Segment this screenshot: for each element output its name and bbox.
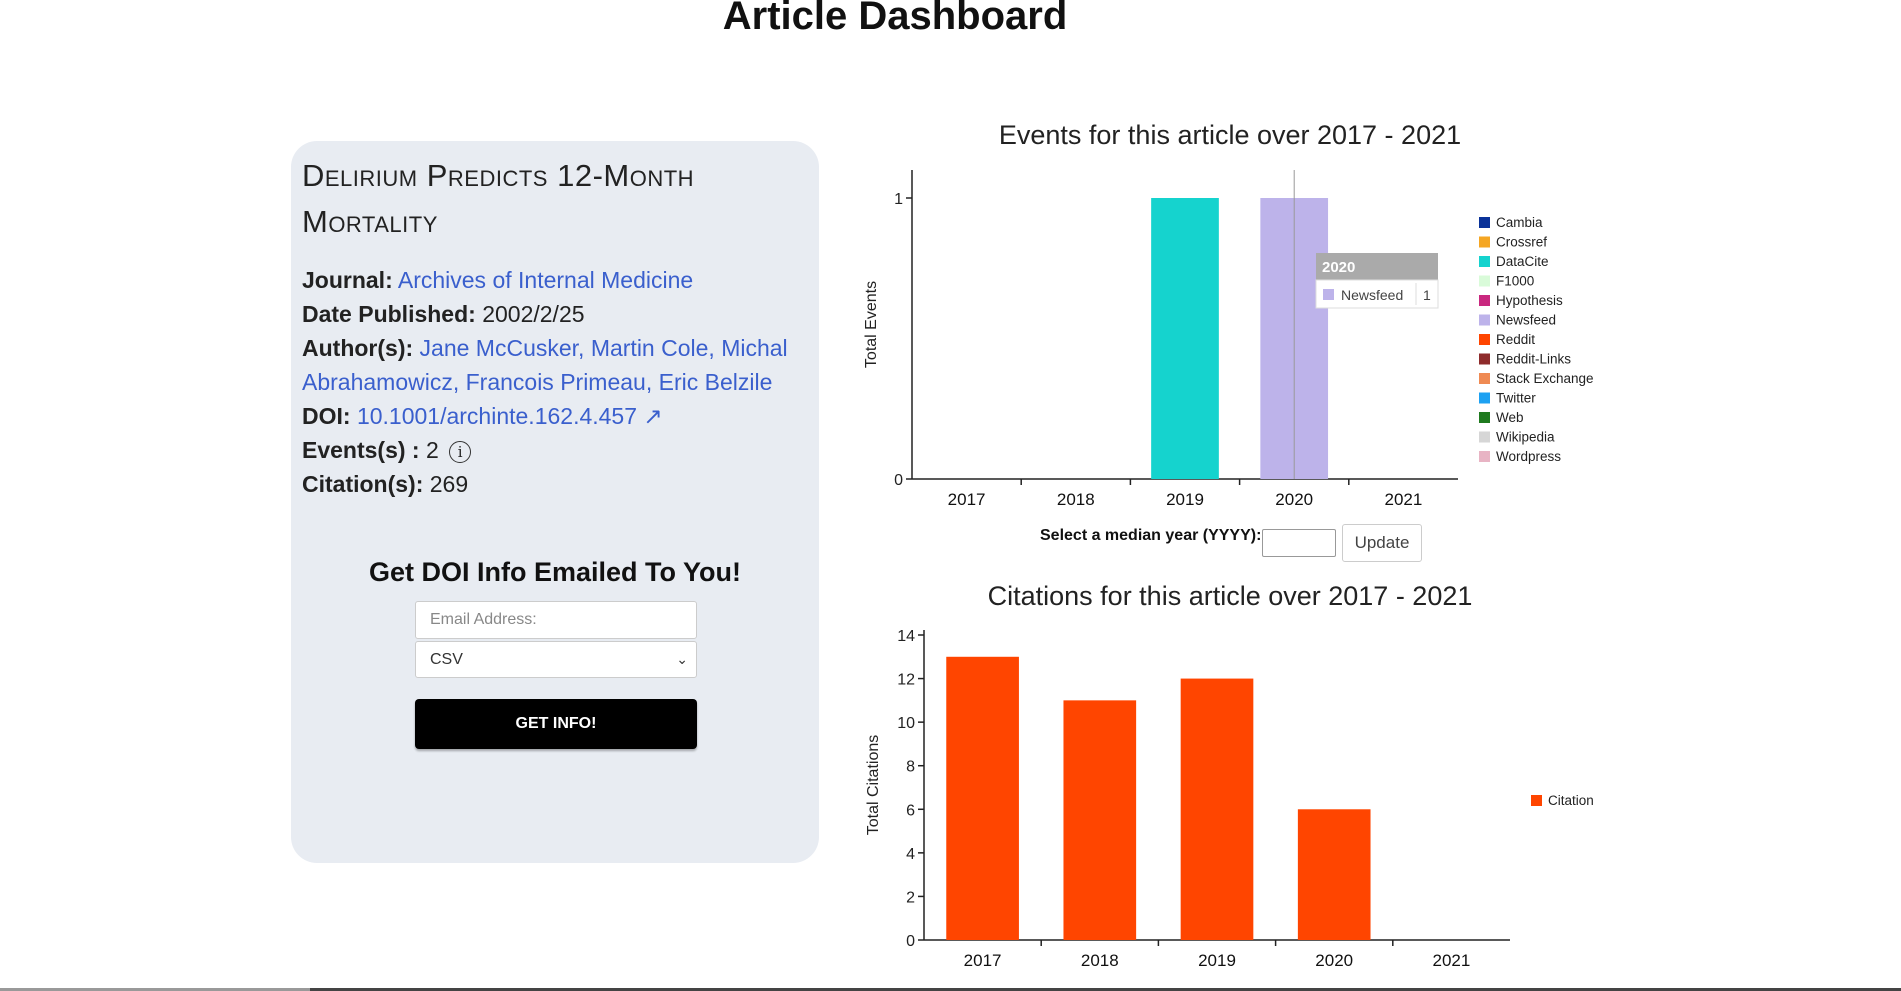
legend-entry: Stack Exchange <box>1496 371 1594 386</box>
y-tick-label: 10 <box>897 715 915 732</box>
median-year-input[interactable] <box>1262 529 1336 557</box>
date-label: Date Published: <box>302 301 476 327</box>
legend-entry: Crossref <box>1496 235 1547 250</box>
y-axis-label: Total Events <box>863 281 880 368</box>
email-input[interactable] <box>415 601 697 639</box>
legend-entry: Wordpress <box>1496 449 1561 464</box>
legend-swatch <box>1479 217 1490 228</box>
bar-citation-2019 <box>1180 678 1254 940</box>
x-tick-label: 2018 <box>1057 490 1095 509</box>
x-tick-label: 2019 <box>1198 951 1236 970</box>
tooltip-body <box>1315 279 1439 309</box>
y-tick-label: 8 <box>906 759 915 776</box>
legend-entry: Wikipedia <box>1496 430 1555 445</box>
article-info-card: Delirium Predicts 12-Month Mortality Jou… <box>291 141 819 863</box>
legend-swatch <box>1479 334 1490 345</box>
legend-swatch <box>1479 256 1490 267</box>
median-year-label: Select a median year (YYYY): <box>1040 527 1262 544</box>
journal-label: Journal: <box>302 267 393 293</box>
date-value: 2002/2/25 <box>482 301 585 327</box>
tooltip-value: 1 <box>1423 287 1431 303</box>
bar-citation-2017 <box>946 656 1019 940</box>
info-icon[interactable]: i <box>449 440 472 463</box>
bar-citation-2020 <box>1297 809 1371 940</box>
authors-link[interactable]: Jane McCusker, Martin Cole, Michal Abrah… <box>302 335 788 395</box>
y-tick-label: 12 <box>897 672 915 689</box>
doi-label: DOI: <box>302 403 351 429</box>
legend-entry: Newsfeed <box>1496 313 1556 328</box>
y-tick-label: 2 <box>906 889 915 906</box>
journal-row: Journal: Archives of Internal Medicine <box>302 263 809 297</box>
legend-swatch <box>1479 451 1490 462</box>
page-title: Article Dashboard <box>722 0 1068 38</box>
date-row: Date Published: 2002/2/25 <box>302 297 809 331</box>
window-bottom-border <box>0 988 1901 991</box>
doi-row: DOI: 10.1001/archinte.162.4.457 ↗ <box>302 399 809 433</box>
citations-row: Citation(s): 269 <box>302 467 809 501</box>
legend-swatch <box>1531 795 1542 806</box>
legend-swatch <box>1479 295 1490 306</box>
legend-entry: Reddit <box>1496 332 1535 347</box>
x-tick-label: 2020 <box>1275 490 1313 509</box>
y-axis-label: Total Citations <box>865 735 882 836</box>
legend-swatch <box>1479 431 1490 443</box>
bar-citation-2018 <box>1063 700 1137 940</box>
events-row: Events(s) : 2 i <box>302 433 809 467</box>
legend-entry: F1000 <box>1496 274 1534 289</box>
y-tick-label: 4 <box>906 846 915 863</box>
legend-entry: Cambia <box>1496 215 1543 230</box>
journal-link[interactable]: Archives of Internal Medicine <box>397 267 694 293</box>
citations-label: Citation(s): <box>302 471 424 497</box>
tooltip-header-bg <box>1316 253 1438 280</box>
legend-entry: DataCite <box>1496 254 1549 269</box>
x-tick-label: 2019 <box>1166 490 1204 509</box>
legend-entry: Citation <box>1548 793 1594 808</box>
x-tick-label: 2021 <box>1384 490 1422 509</box>
citations-chart-title: Citations for this article over 2017 - 2… <box>987 581 1473 611</box>
authors-label: Author(s): <box>302 335 414 361</box>
x-tick-label: 2021 <box>1432 951 1470 970</box>
legend-swatch <box>1479 412 1490 423</box>
update-button[interactable]: Update <box>1342 524 1422 562</box>
legend-entry: Twitter <box>1496 391 1536 406</box>
legend-swatch <box>1479 353 1490 365</box>
events-value: 2 <box>425 437 439 463</box>
legend-swatch <box>1479 275 1490 287</box>
x-tick-label: 2020 <box>1315 951 1353 970</box>
y-tick-label: 0 <box>906 933 915 950</box>
x-tick-label: 2017 <box>948 490 986 509</box>
legend-swatch <box>1479 373 1490 384</box>
legend-entry: Hypothesis <box>1496 293 1563 308</box>
y-tick-label: 14 <box>897 628 915 645</box>
chevron-down-icon: ⌄ <box>676 651 688 667</box>
format-select[interactable]: CSV ⌄ <box>415 641 697 678</box>
format-select-value: CSV <box>430 651 463 668</box>
events-chart-title: Events for this article over 2017 - 2021 <box>998 120 1462 150</box>
horizontal-scrollbar[interactable] <box>0 988 310 991</box>
bar-newsfeed-2020 <box>1260 198 1329 479</box>
article-title: Delirium Predicts 12-Month Mortality <box>302 158 695 239</box>
legend-entry: Reddit-Links <box>1496 352 1571 367</box>
bar-datacite-2019 <box>1151 198 1219 479</box>
y-tick-label: 0 <box>894 472 903 489</box>
x-tick-label: 2017 <box>964 951 1002 970</box>
tooltip-header: 2020 <box>1322 259 1355 276</box>
y-tick-label: 6 <box>906 802 915 819</box>
authors-row: Author(s): Jane McCusker, Martin Cole, M… <box>302 331 809 399</box>
citations-value: 269 <box>429 471 469 497</box>
x-tick-label: 2018 <box>1081 951 1119 970</box>
tooltip-series: Newsfeed <box>1341 287 1403 303</box>
get-info-button[interactable]: GET INFO! <box>415 699 697 749</box>
legend-swatch <box>1479 314 1490 326</box>
doi-link[interactable]: 10.1001/archinte.162.4.457 ↗ <box>356 403 663 429</box>
email-form-heading: Get DOI Info Emailed To You! <box>368 557 741 587</box>
legend-swatch <box>1479 392 1490 404</box>
legend-entry: Web <box>1496 410 1524 425</box>
events-label: Events(s) : <box>302 437 420 463</box>
legend-swatch <box>1479 236 1490 248</box>
tooltip-swatch <box>1323 289 1334 300</box>
y-tick-label: 1 <box>894 191 903 208</box>
